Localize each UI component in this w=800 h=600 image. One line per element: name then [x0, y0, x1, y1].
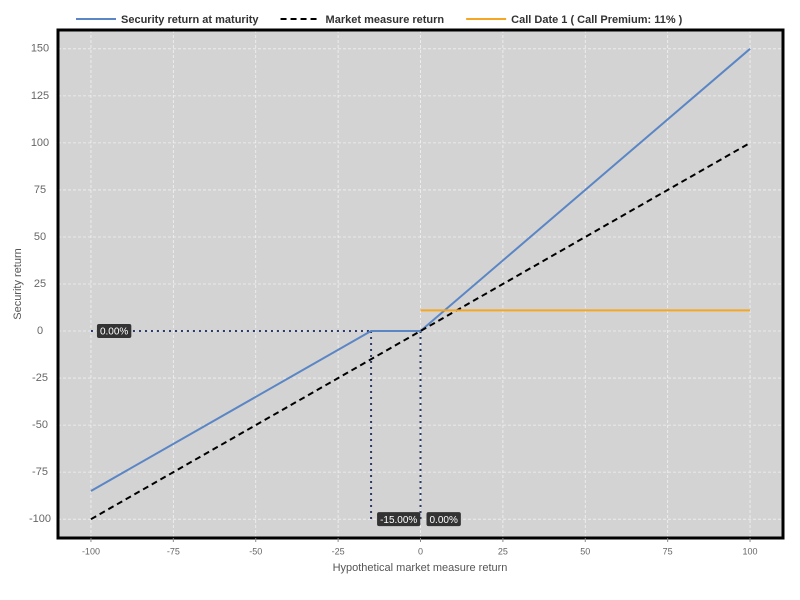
y-tick-label: -50 — [32, 419, 48, 431]
legend-label: Security return at maturity — [121, 14, 259, 26]
marks: 0.00% -15.00% 0.00% — [90, 48, 751, 527]
annotation-box — [426, 512, 461, 527]
annotation: 0.00% — [96, 324, 132, 339]
y-tick-label: 100 — [31, 137, 49, 149]
annotation: 0.00% — [426, 512, 461, 527]
annotation-box — [96, 324, 132, 339]
y-tick-label: 75 — [34, 184, 46, 196]
y-tick-label: 0 — [37, 325, 43, 337]
x-tick-label: -50 — [249, 546, 262, 556]
annotation-box — [377, 512, 421, 527]
x-tick-label: -75 — [167, 546, 180, 556]
x-tick-label: -25 — [332, 546, 345, 556]
y-tick-label: 150 — [31, 43, 49, 55]
annotation-label: 0.00% — [100, 327, 128, 338]
y-tick-label: -25 — [32, 372, 48, 384]
y-tick-label: 25 — [34, 278, 46, 290]
x-tick-label: 0 — [418, 546, 423, 556]
legend-label: Market measure return — [326, 14, 445, 26]
annotation-label: 0.00% — [430, 515, 458, 526]
x-tick-label: -100 — [82, 546, 100, 556]
series-line — [90, 142, 751, 521]
annotation: -15.00% — [377, 512, 421, 527]
y-tick-label: -100 — [29, 513, 51, 525]
legend-label: Call Date 1 ( Call Premium: 11% ) — [511, 14, 683, 26]
x-tick-label: 75 — [663, 546, 673, 556]
annotation-label: -15.00% — [380, 515, 417, 526]
x-tick-label: 25 — [498, 546, 508, 556]
y-tick-label: -75 — [32, 466, 48, 478]
y-tick-label: 50 — [34, 231, 46, 243]
series-line — [90, 48, 751, 492]
x-axis-label: Hypothetical market measure return — [333, 562, 508, 574]
x-tick-label: 100 — [743, 546, 758, 556]
legend: Security return at maturity Market measur… — [76, 14, 683, 26]
y-axis-label: Security return — [12, 248, 24, 320]
y-tick-label: 125 — [31, 90, 49, 102]
x-tick-label: 50 — [580, 546, 590, 556]
